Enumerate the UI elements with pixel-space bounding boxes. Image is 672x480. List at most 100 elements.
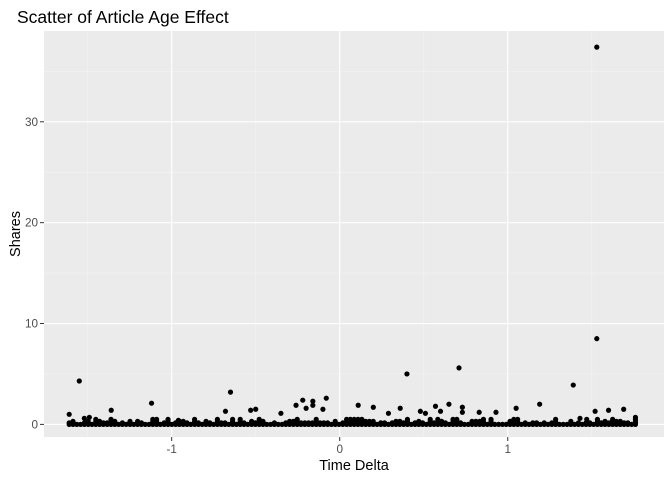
data-point [370,418,376,424]
data-point [592,408,598,414]
y-tick-label: 10 [25,318,39,331]
data-point [404,416,411,422]
data-point [568,418,574,424]
data-point [454,416,460,422]
data-point [260,418,266,424]
data-point [66,411,72,417]
y-axis-title: Shares [8,211,24,257]
data-point [237,416,243,422]
data-point [150,416,156,422]
data-point [81,415,87,421]
data-point [86,414,92,420]
data-point [108,416,114,422]
data-point [577,415,583,421]
data-point [148,400,155,406]
data-point [344,416,350,422]
y-tick-label: 20 [25,217,39,230]
minor-grid [44,31,664,437]
data-point [488,416,494,422]
data-point [300,397,306,403]
data-point [385,410,392,416]
data-point [214,416,221,422]
data-point [456,365,462,371]
data-point [459,404,465,410]
data-point [310,402,316,408]
data-point [397,405,403,411]
data-point [192,416,198,422]
data-point [511,416,517,422]
x-tick-label: 1 [504,443,511,456]
data-point [499,421,506,427]
data-point [432,403,439,409]
data-point [320,406,326,412]
data-point [248,407,254,413]
y-tick-label: 0 [31,418,38,431]
data-point [108,407,114,413]
data-point [230,416,236,422]
data-point [459,409,465,415]
data-point [264,421,270,427]
data-point [253,406,259,412]
data-point [605,407,612,413]
data-point [513,405,519,411]
data-point [332,418,338,424]
data-point [154,416,160,422]
data-point [359,416,365,422]
data-point [351,416,357,422]
data-point [493,409,499,415]
x-axis-ticks: -1 0 1 [166,437,511,456]
data-point [323,395,329,401]
data-point [256,416,262,422]
data-point [610,416,616,422]
data-point [437,408,444,414]
data-point [570,382,576,388]
x-tick-label: 0 [336,443,343,456]
data-point [303,405,309,411]
data-point [553,416,559,422]
data-point [560,421,566,427]
data-point [496,421,502,427]
x-axis-title: Time Delta [319,458,389,474]
data-point [632,414,639,420]
data-point [142,421,148,427]
data-point [461,421,468,427]
data-point [165,416,171,422]
data-point [476,409,482,415]
data-point [275,421,281,427]
data-point [76,378,82,384]
data-point [355,416,361,422]
data-point [594,44,600,50]
data-point [556,421,563,427]
data-point [492,421,498,427]
data-point [417,408,423,414]
data-point [584,416,590,422]
plot-panel [44,31,664,437]
data-point [313,416,319,422]
data-point [621,406,627,412]
data-point [294,416,300,422]
data-point [70,418,76,424]
y-tick-label: 30 [25,116,39,129]
data-point [594,336,600,342]
data-point [278,410,284,416]
data-point [74,421,80,427]
data-point [480,416,487,422]
data-point [310,398,316,404]
data-point [435,416,441,422]
data-point [370,404,376,410]
data-point [293,402,299,408]
data-points [66,44,639,427]
data-point [85,418,91,424]
data-point [355,402,361,408]
data-point [222,408,229,414]
data-point [515,416,521,422]
chart-title: Scatter of Article Age Effect [17,7,229,27]
data-point [175,417,182,423]
data-point [422,410,429,416]
data-point [427,416,433,422]
data-point [227,389,234,395]
x-tick-label: -1 [166,443,176,456]
data-point [594,416,601,422]
data-point [112,418,118,424]
